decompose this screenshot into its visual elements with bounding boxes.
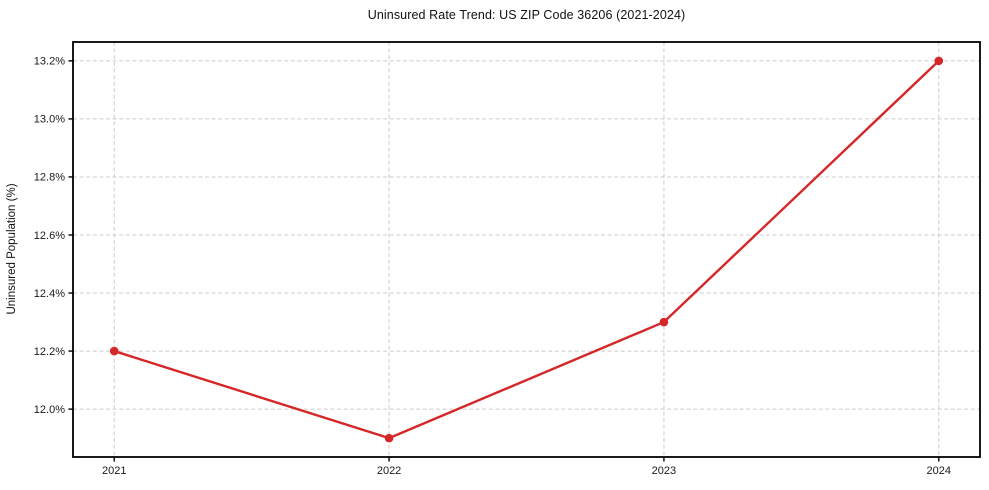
trend-line: [113, 59, 940, 440]
y-tick-label: 12.2%: [34, 346, 65, 358]
y-tick-label: 12.4%: [34, 288, 65, 300]
x-tick-label: 2023: [652, 465, 676, 477]
x-tick-label: 2021: [102, 465, 126, 477]
y-tick-label: 13.2%: [34, 56, 65, 68]
data-point: [659, 317, 669, 327]
y-tick-label: 13.0%: [34, 114, 65, 126]
chart-title: Uninsured Rate Trend: US ZIP Code 36206 …: [367, 8, 686, 22]
x-tick-label: 2024: [927, 465, 951, 477]
y-tick-label: 12.0%: [34, 404, 65, 416]
data-point: [934, 56, 944, 66]
data-point: [384, 433, 394, 443]
axes-spines: [72, 41, 981, 458]
data-point: [109, 346, 119, 356]
y-tick-label: 12.6%: [34, 230, 65, 242]
x-tick-label: 2022: [377, 465, 401, 477]
y-tick-label: 12.8%: [34, 172, 65, 184]
